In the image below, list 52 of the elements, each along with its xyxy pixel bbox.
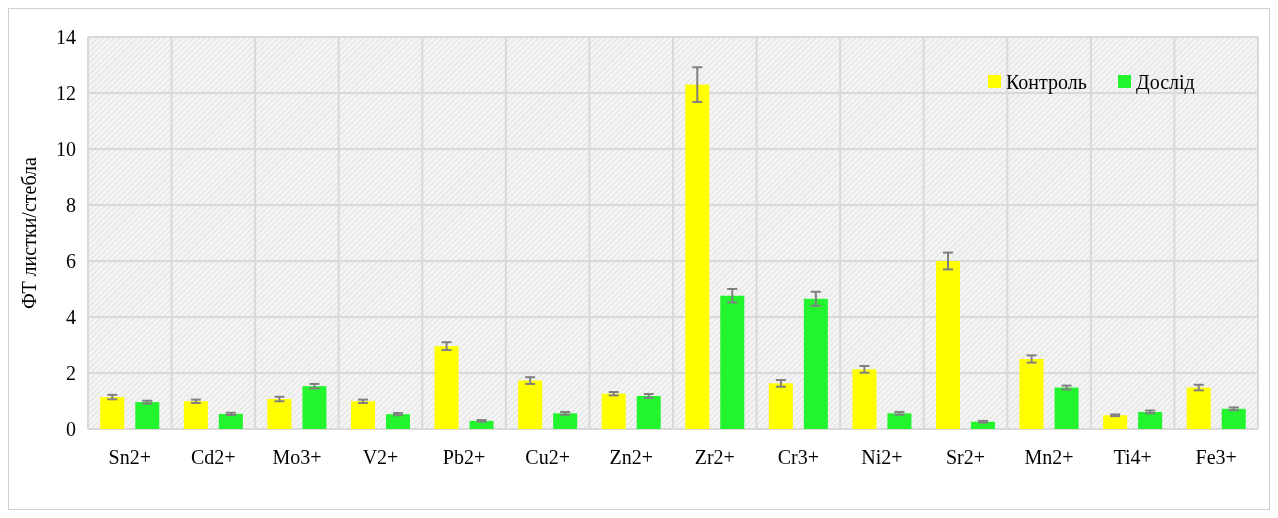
y-tick-label: 2 bbox=[66, 362, 76, 384]
x-tick-label: Cr3+ bbox=[777, 446, 819, 468]
y-tick-label: 14 bbox=[56, 26, 76, 48]
bar bbox=[386, 414, 410, 429]
bar bbox=[1221, 408, 1246, 429]
bar bbox=[100, 397, 125, 429]
y-axis-title: ФТ листки/стебла bbox=[18, 156, 40, 309]
bar bbox=[887, 413, 912, 429]
x-tick-label: V2+ bbox=[362, 446, 399, 468]
bar bbox=[469, 420, 494, 429]
bar bbox=[768, 383, 793, 429]
x-tick-label: Mo3+ bbox=[272, 446, 322, 468]
bar bbox=[936, 261, 960, 429]
bar bbox=[685, 84, 710, 429]
bar bbox=[553, 413, 578, 429]
y-tick-label: 6 bbox=[66, 250, 76, 272]
x-tick-label: Ni2+ bbox=[861, 446, 903, 468]
y-tick-label: 4 bbox=[66, 306, 76, 328]
legend-label: Дослід bbox=[1136, 71, 1195, 94]
x-tick-label: Cu2+ bbox=[525, 446, 570, 468]
x-tick-label: Mn2+ bbox=[1024, 446, 1074, 468]
x-tick-label: Pb2+ bbox=[442, 446, 486, 468]
bar bbox=[1138, 411, 1163, 429]
legend-label: Контроль bbox=[1006, 71, 1087, 94]
x-tick-label: Zn2+ bbox=[609, 446, 653, 468]
bar bbox=[803, 298, 828, 429]
bar bbox=[1019, 359, 1044, 429]
x-tick-label: Zr2+ bbox=[694, 446, 735, 468]
y-tick-label: 10 bbox=[56, 138, 76, 160]
x-tick-label: Fe3+ bbox=[1195, 446, 1237, 468]
y-tick-label: 8 bbox=[66, 194, 76, 216]
bar bbox=[183, 401, 208, 429]
x-tick-label: Ti4+ bbox=[1113, 446, 1152, 468]
bar bbox=[852, 369, 877, 429]
bar bbox=[267, 399, 292, 429]
bar bbox=[720, 295, 745, 429]
x-tick-label: Cd2+ bbox=[191, 446, 236, 468]
bar bbox=[1186, 387, 1211, 429]
y-tick-label: 0 bbox=[66, 418, 76, 440]
bar bbox=[518, 380, 543, 429]
bar bbox=[1054, 387, 1079, 429]
bar bbox=[351, 401, 375, 429]
bar bbox=[302, 386, 327, 429]
bar bbox=[636, 395, 661, 429]
bar bbox=[135, 402, 160, 429]
x-tick-label: Sn2+ bbox=[108, 446, 151, 468]
bar bbox=[218, 413, 243, 429]
x-tick-label: Sr2+ bbox=[945, 446, 986, 468]
bar bbox=[434, 346, 459, 429]
y-tick-label: 12 bbox=[56, 82, 76, 104]
bar bbox=[1103, 415, 1128, 429]
bar bbox=[601, 393, 626, 429]
